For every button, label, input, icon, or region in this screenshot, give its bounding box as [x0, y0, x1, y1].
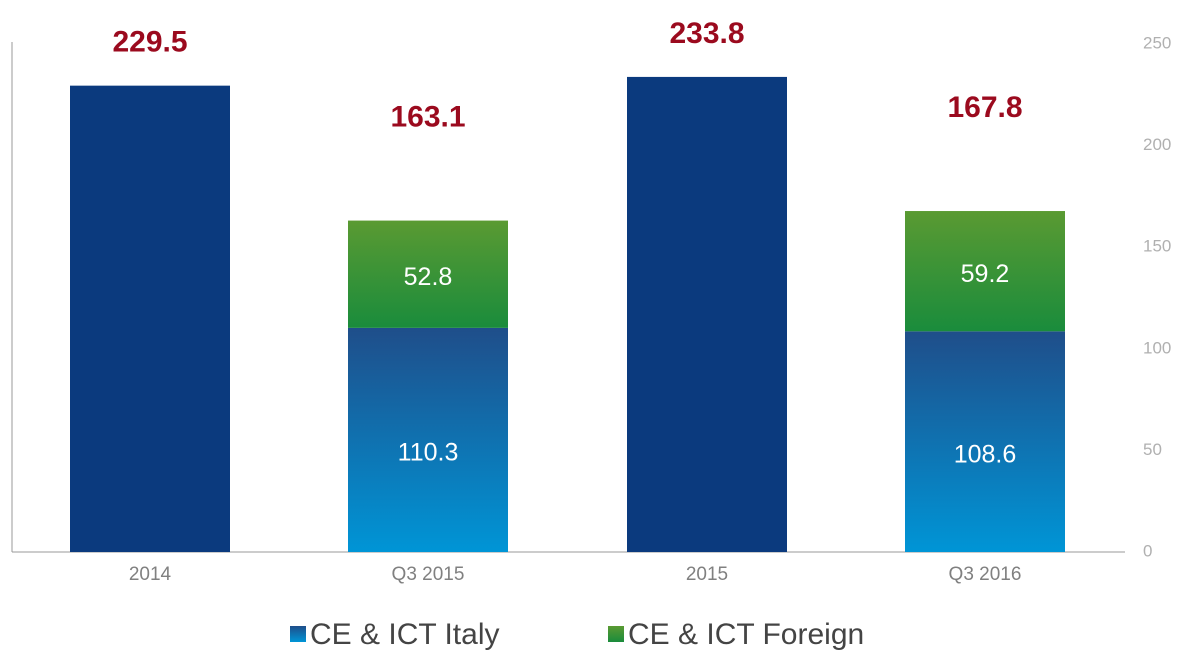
segment-label: 52.8 — [404, 263, 453, 291]
total-label: 163.1 — [390, 101, 465, 134]
bar-segment — [905, 211, 1065, 332]
bar — [70, 85, 230, 552]
y-tick-label: 200 — [1143, 135, 1171, 154]
legend-swatch — [608, 626, 624, 642]
y-tick-label: 150 — [1143, 237, 1171, 256]
y-tick-label: 100 — [1143, 338, 1171, 357]
total-label: 229.5 — [112, 26, 187, 59]
segment-label: 110.3 — [398, 439, 459, 467]
x-tick-label: Q3 2016 — [949, 564, 1022, 585]
y-tick-label: 0 — [1143, 541, 1152, 560]
bar-segment — [348, 327, 508, 552]
x-tick-label: 2014 — [129, 564, 172, 585]
segment-label: 108.6 — [954, 440, 1017, 468]
legend-label: CE & ICT Foreign — [628, 618, 864, 651]
total-label: 167.8 — [947, 91, 1022, 124]
legend-swatch — [290, 626, 306, 642]
total-label: 233.8 — [669, 17, 744, 50]
bar-segment — [905, 331, 1065, 552]
segment-label: 59.2 — [961, 260, 1010, 288]
y-tick-label: 50 — [1143, 440, 1162, 459]
x-tick-label: 2015 — [686, 564, 728, 585]
legend-label: CE & ICT Italy — [310, 618, 500, 651]
x-tick-label: Q3 2015 — [392, 564, 465, 585]
bar-segment — [348, 220, 508, 328]
bar — [627, 76, 787, 553]
y-tick-label: 250 — [1143, 33, 1171, 52]
